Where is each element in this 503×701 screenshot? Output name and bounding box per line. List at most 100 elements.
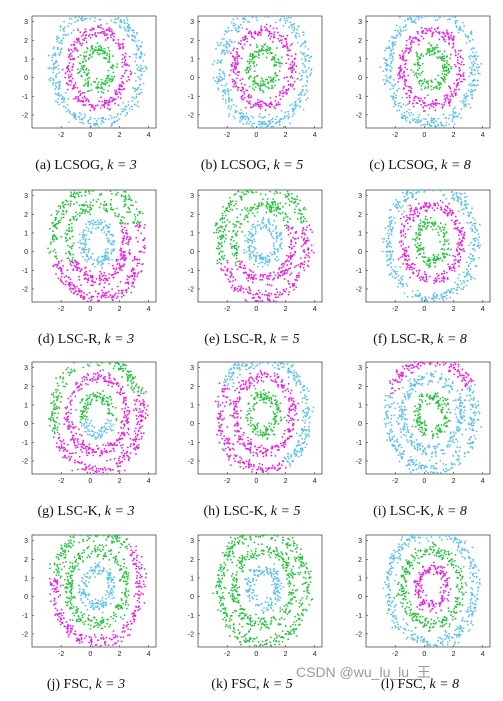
scatter-point bbox=[62, 281, 64, 283]
scatter-point bbox=[405, 120, 407, 122]
scatter-point bbox=[77, 214, 79, 216]
scatter-point bbox=[398, 210, 400, 212]
scatter-point bbox=[292, 115, 294, 117]
scatter-point bbox=[102, 28, 104, 30]
scatter-point bbox=[126, 22, 128, 24]
scatter-point bbox=[437, 202, 439, 204]
scatter-point bbox=[220, 42, 222, 44]
scatter-point bbox=[82, 243, 84, 245]
scatter-point bbox=[241, 199, 243, 201]
scatter-point bbox=[419, 293, 421, 295]
scatter-point bbox=[80, 208, 82, 210]
scatter-point bbox=[271, 211, 273, 213]
x-tick-label: 2 bbox=[284, 306, 288, 313]
scatter-point bbox=[467, 212, 469, 214]
scatter-point bbox=[260, 108, 262, 110]
scatter-point bbox=[107, 37, 109, 39]
scatter-point bbox=[231, 268, 233, 270]
scatter-point bbox=[86, 204, 88, 206]
scatter-point bbox=[304, 55, 306, 57]
scatter-point bbox=[387, 243, 389, 245]
scatter-point bbox=[392, 227, 394, 229]
scatter-point bbox=[288, 255, 290, 257]
scatter-point bbox=[228, 105, 230, 107]
scatter-point bbox=[101, 101, 103, 103]
scatter-point bbox=[438, 118, 440, 120]
scatter-point bbox=[110, 209, 112, 211]
scatter-point bbox=[406, 195, 408, 197]
scatter-point bbox=[440, 77, 442, 79]
scatter-point bbox=[269, 106, 271, 108]
scatter-point bbox=[85, 238, 87, 240]
scatter-point bbox=[401, 223, 403, 225]
caption-k-value: k = 3 bbox=[101, 332, 134, 347]
scatter-point bbox=[89, 270, 91, 272]
scatter-point bbox=[71, 227, 73, 229]
scatter-point bbox=[306, 75, 308, 77]
scatter-point bbox=[467, 203, 469, 205]
scatter-point bbox=[385, 60, 387, 62]
scatter-point bbox=[405, 201, 407, 203]
scatter-point bbox=[285, 269, 287, 271]
scatter-point bbox=[275, 294, 277, 296]
scatter-point bbox=[405, 85, 407, 87]
scatter-point bbox=[230, 239, 232, 241]
scatter-point bbox=[144, 54, 146, 56]
scatter-point bbox=[101, 31, 103, 33]
scatter-point bbox=[397, 30, 399, 32]
scatter-point bbox=[436, 297, 438, 299]
scatter-point bbox=[105, 294, 107, 296]
scatter-point bbox=[304, 261, 306, 263]
scatter-point bbox=[119, 263, 121, 265]
scatter-point bbox=[76, 286, 78, 288]
scatter-point bbox=[444, 117, 446, 119]
scatter-point bbox=[307, 265, 309, 267]
scatter-point bbox=[303, 267, 305, 269]
scatter-point bbox=[278, 259, 280, 261]
scatter-point bbox=[228, 204, 230, 206]
scatter-point bbox=[280, 234, 282, 236]
scatter-point bbox=[304, 234, 306, 236]
scatter-point bbox=[256, 51, 258, 53]
scatter-point bbox=[430, 86, 432, 88]
scatter-point bbox=[308, 67, 310, 69]
scatter-point bbox=[98, 262, 100, 264]
scatter-point bbox=[237, 221, 239, 223]
scatter-point bbox=[48, 252, 50, 254]
scatter-point bbox=[291, 201, 293, 203]
scatter-point bbox=[124, 22, 126, 24]
scatter-point bbox=[288, 113, 290, 115]
scatter-point bbox=[101, 256, 103, 258]
scatter-point bbox=[409, 192, 411, 194]
scatter-point bbox=[290, 45, 292, 47]
scatter-point bbox=[85, 271, 87, 273]
scatter-point bbox=[251, 235, 253, 237]
scatter-point bbox=[82, 256, 84, 258]
scatter-point bbox=[405, 49, 407, 51]
scatter-point bbox=[138, 262, 140, 264]
subplot-caption: (d) LSC-R, k = 3 bbox=[2, 332, 170, 348]
scatter-point bbox=[140, 70, 142, 72]
scatter-point bbox=[143, 252, 145, 254]
scatter-point bbox=[308, 60, 310, 62]
scatter-point bbox=[272, 126, 274, 128]
scatter-point bbox=[125, 197, 127, 199]
scatter-point bbox=[58, 104, 60, 106]
scatter-point bbox=[460, 202, 462, 204]
scatter-point bbox=[247, 217, 249, 219]
scatter-point bbox=[87, 82, 89, 84]
scatter-point bbox=[308, 240, 310, 242]
scatter-point bbox=[69, 254, 71, 256]
scatter-point bbox=[123, 196, 125, 198]
scatter-point bbox=[58, 88, 60, 90]
scatter-point bbox=[269, 191, 271, 193]
scatter-point bbox=[130, 204, 132, 206]
scatter-point bbox=[106, 82, 108, 84]
scatter-point bbox=[450, 66, 452, 68]
scatter-point bbox=[235, 62, 237, 64]
scatter-point bbox=[289, 283, 291, 285]
scatter-point bbox=[298, 35, 300, 37]
scatter-point bbox=[404, 236, 406, 238]
scatter-point bbox=[222, 95, 224, 97]
